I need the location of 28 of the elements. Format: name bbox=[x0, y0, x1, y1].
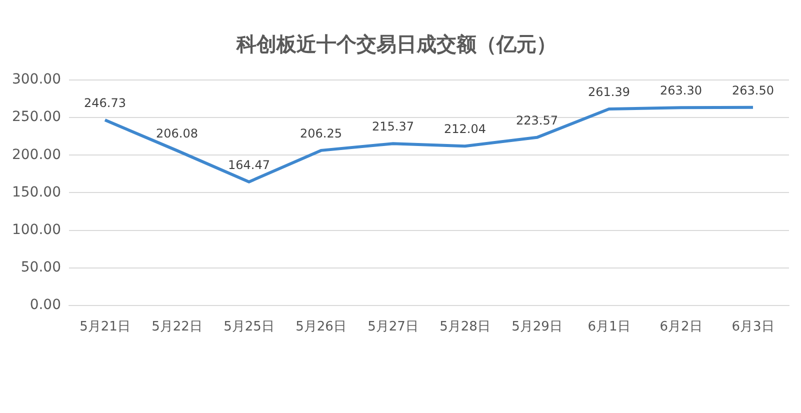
x-tick-label: 5月28日 bbox=[440, 320, 490, 335]
y-tick-label: 0.00 bbox=[30, 297, 61, 314]
data-label: 261.39 bbox=[588, 85, 630, 100]
data-label: 164.47 bbox=[228, 158, 270, 172]
x-tick-label: 5月22日 bbox=[152, 320, 202, 335]
data-label: 215.37 bbox=[372, 120, 414, 134]
data-label: 263.30 bbox=[660, 84, 702, 98]
y-tick-label: 150.00 bbox=[12, 184, 61, 200]
data-label: 223.57 bbox=[516, 114, 558, 128]
y-tick-label: 100.00 bbox=[12, 222, 61, 238]
x-tick-label: 5月21日 bbox=[80, 320, 130, 335]
data-label: 246.73 bbox=[84, 96, 126, 110]
x-tick-label: 5月25日 bbox=[224, 320, 274, 335]
data-label: 206.25 bbox=[300, 126, 342, 141]
data-label: 263.50 bbox=[732, 84, 774, 98]
y-tick-label: 200.00 bbox=[12, 146, 61, 163]
x-tick-label: 6月1日 bbox=[588, 320, 630, 335]
x-tick-label: 6月3日 bbox=[732, 320, 774, 335]
y-tick-label: 250.00 bbox=[12, 109, 61, 126]
y-tick-label: 50.00 bbox=[20, 259, 61, 276]
x-tick-label: 6月2日 bbox=[660, 320, 702, 335]
x-tick-label: 5月29日 bbox=[512, 320, 562, 335]
data-label: 206.08 bbox=[156, 126, 198, 141]
x-tick-label: 5月26日 bbox=[296, 320, 346, 335]
x-tick-label: 5月27日 bbox=[368, 320, 418, 335]
y-tick-label: 300.00 bbox=[12, 72, 61, 88]
chart-title: 科创板近十个交易日成交额（亿元） bbox=[236, 32, 556, 56]
data-label: 212.04 bbox=[444, 122, 486, 136]
